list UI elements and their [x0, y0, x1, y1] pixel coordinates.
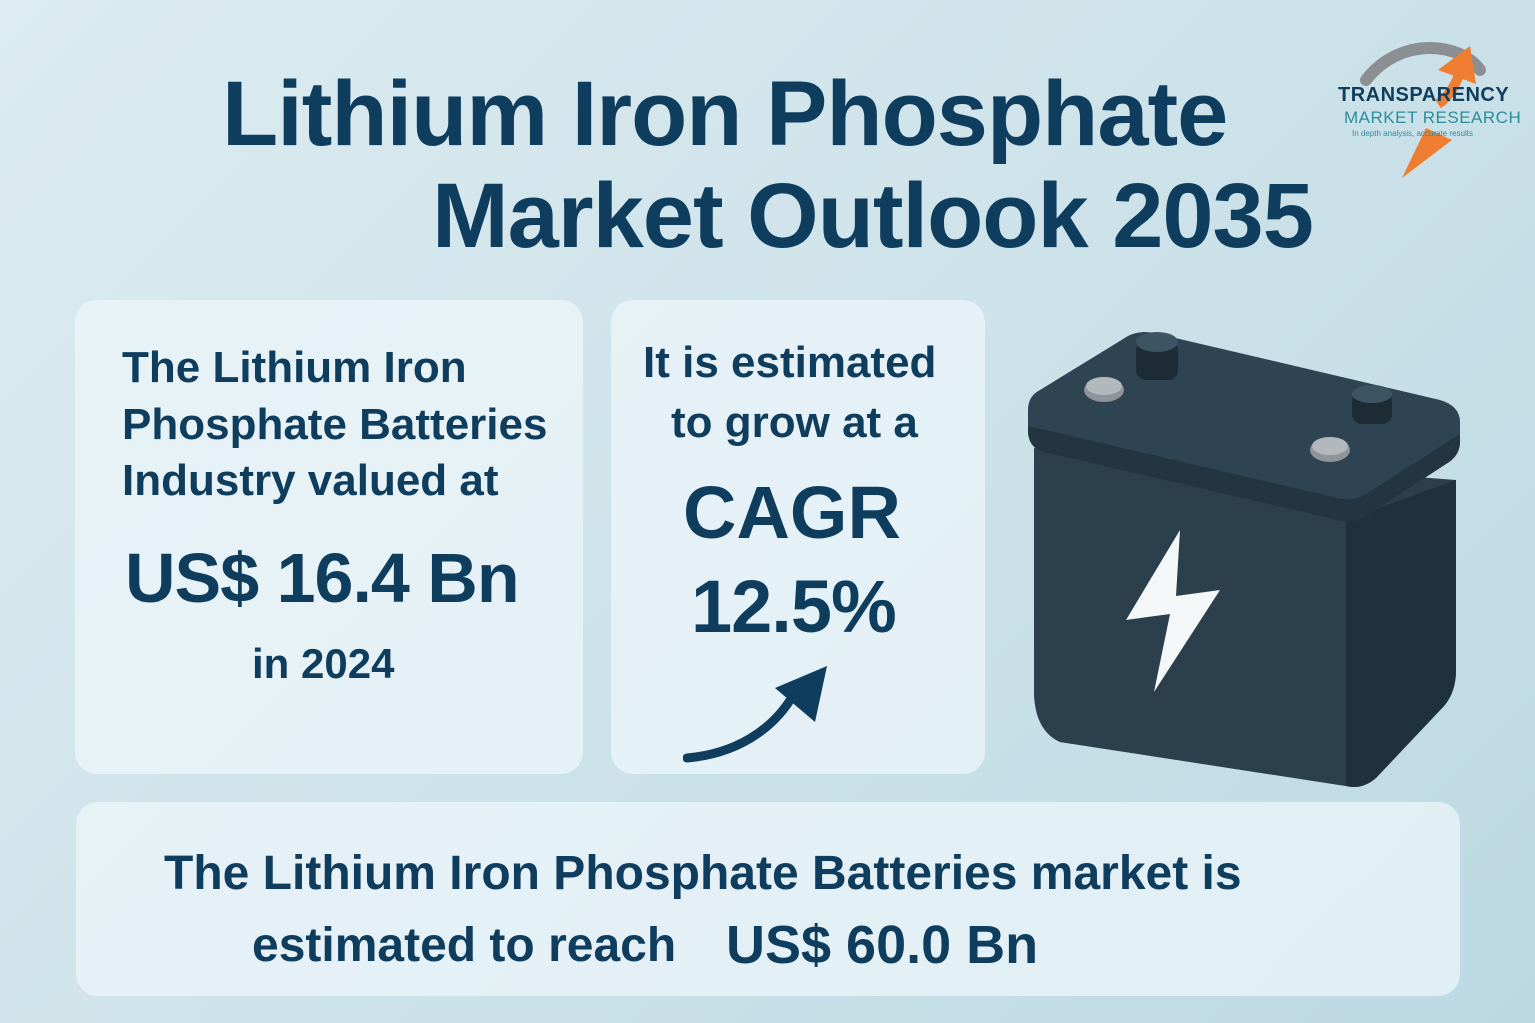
cagr-value: 12.5%: [691, 565, 897, 648]
transparency-logo-icon: [1360, 42, 1486, 178]
market-value-year: in 2024: [252, 640, 395, 687]
cagr-description-line-1: It is estimated: [643, 338, 937, 387]
battery-icon: [1028, 332, 1460, 787]
market-value-amount: US$ 16.4 Bn: [125, 539, 520, 617]
cagr-card: It is estimated to grow at a CAGR 12.5%: [611, 300, 985, 774]
market-value-description-line-2: Phosphate Batteries: [122, 400, 548, 449]
market-value-description-line-1: The Lithium Iron: [122, 343, 467, 392]
cagr-label: CAGR: [683, 471, 901, 554]
lightning-bolt-icon: [1126, 530, 1220, 692]
logo-tagline: In depth analysis, accurate results: [1352, 129, 1473, 138]
logo-subtitle: MARKET RESEARCH: [1344, 108, 1522, 127]
forecast-value: US$ 60.0 Bn: [726, 915, 1039, 975]
forecast-description-line-2: estimated to reach: [252, 919, 677, 972]
forecast-description-line-1: The Lithium Iron Phosphate Batteries mar…: [164, 847, 1242, 900]
market-value-description-line-3: Industry valued at: [122, 456, 499, 505]
page-title-line-2: Market Outlook 2035: [432, 165, 1314, 267]
market-value-card: The Lithium Iron Phosphate Batteries Ind…: [75, 300, 583, 774]
growth-arrow-icon: [683, 666, 827, 763]
transparency-logo: TRANSPARENCY MARKET RESEARCH In depth an…: [1330, 40, 1522, 180]
forecast-card: The Lithium Iron Phosphate Batteries mar…: [76, 802, 1460, 996]
logo-brand: TRANSPARENCY: [1338, 84, 1510, 106]
cagr-description-line-2: to grow at a: [671, 398, 918, 447]
page-title-line-1: Lithium Iron Phosphate: [222, 63, 1228, 165]
